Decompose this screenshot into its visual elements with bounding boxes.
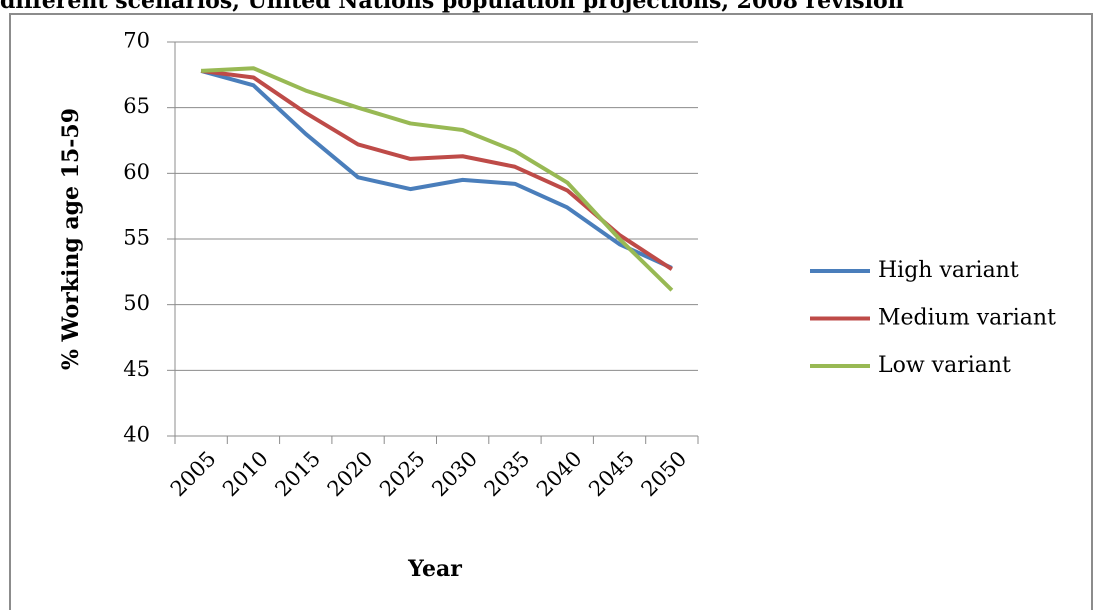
x-axis-title: Year: [407, 556, 462, 582]
chart-frame: [9, 13, 1093, 610]
x-tick-label: 2035: [480, 446, 535, 501]
series-line: [200, 68, 673, 270]
x-tick-label: 2050: [637, 446, 692, 501]
x-tick-label: 2020: [323, 446, 378, 501]
x-tick-label: 2015: [270, 446, 325, 501]
y-tick-label: 70: [123, 29, 150, 53]
y-axis-title: % Working age 15-59: [58, 108, 84, 370]
legend-label: Medium variant: [878, 306, 1056, 331]
y-tick-label: 45: [123, 357, 150, 381]
legend-label: Low variant: [878, 353, 1011, 378]
series-line: [201, 66, 674, 292]
y-tick-label: 65: [123, 94, 150, 118]
x-tick-label: 2030: [427, 446, 482, 501]
x-tick-label: 2025: [375, 446, 430, 501]
y-tick-label: 50: [123, 291, 150, 315]
x-tick-label: 2040: [532, 446, 587, 501]
chart-title: different scenarios, United Nations popu…: [0, 0, 904, 14]
x-tick-label: 2045: [584, 446, 639, 501]
y-tick-label: 60: [123, 160, 150, 184]
legend-label: High variant: [878, 258, 1019, 283]
x-tick-label: 2005: [166, 446, 221, 501]
x-tick-label: 2010: [218, 446, 273, 501]
y-tick-label: 40: [123, 423, 150, 447]
y-tick-label: 55: [123, 226, 150, 250]
